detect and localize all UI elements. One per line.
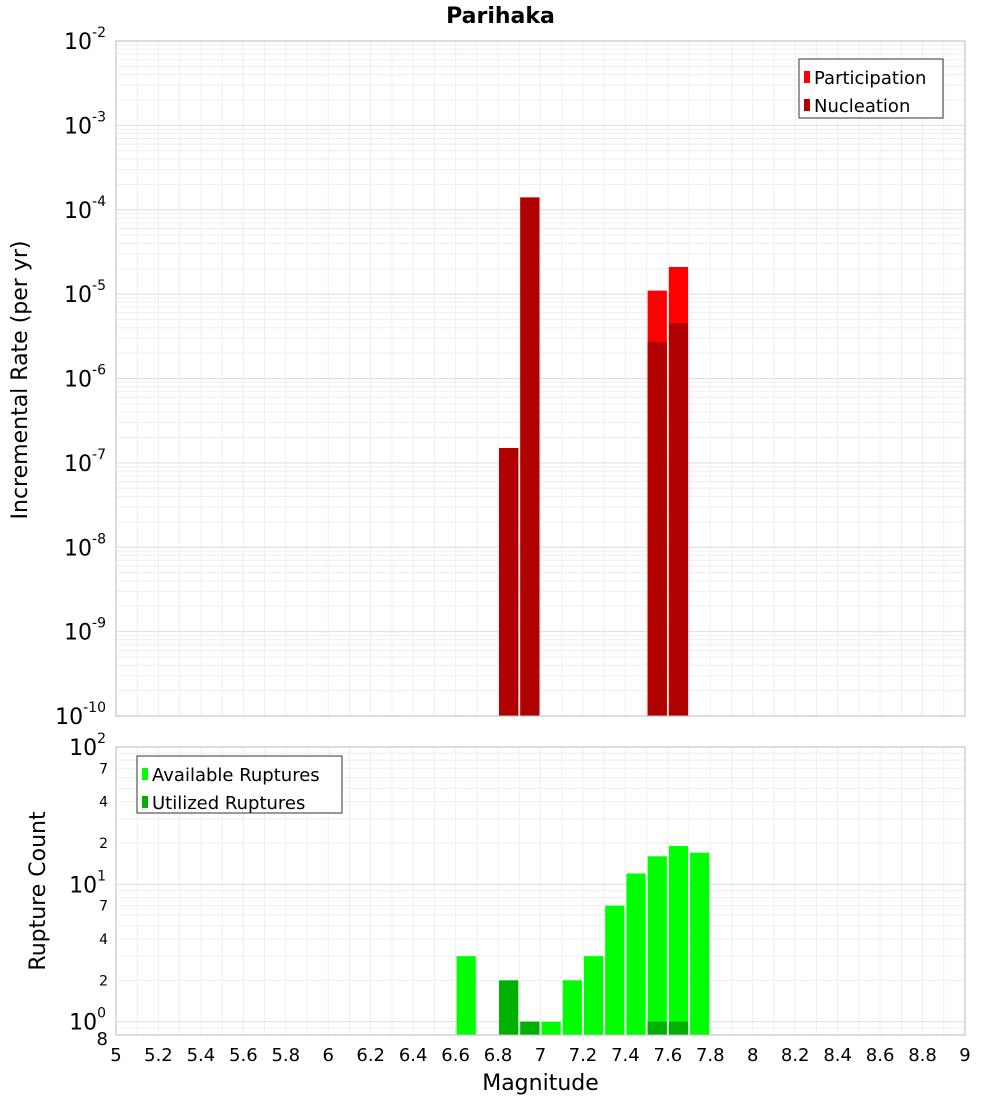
top-y-tick-label: 10-7 [64, 447, 106, 477]
bottom-bar [605, 905, 625, 1035]
top-y-tick-label: 10-9 [64, 616, 106, 646]
top-y-tick-label: 10-8 [64, 531, 106, 561]
bottom-legend-label: Available Ruptures [152, 765, 320, 786]
bottom-bar [456, 956, 476, 1035]
bottom-bar [626, 873, 646, 1035]
bottom-bar [647, 1021, 667, 1035]
x-axis-label: Magnitude [482, 1071, 599, 1096]
chart-title: Parihaka [446, 4, 555, 29]
bottom-bar [668, 846, 689, 1035]
x-tick-label: 6.2 [356, 1045, 385, 1066]
bottom-bar [541, 1021, 561, 1035]
top-y-axis-label: Incremental Rate (per yr) [8, 241, 33, 520]
top-y-tick-label: 10-3 [64, 109, 106, 139]
top-bar [668, 323, 689, 716]
bottom-y-tick-label: 100 [69, 1006, 106, 1036]
top-gridlines [115, 41, 966, 717]
x-tick-label: 9 [959, 1045, 970, 1066]
x-tick-label: 5 [110, 1045, 121, 1066]
top-legend-label: Participation [814, 68, 926, 89]
top-y-tick-label: 10-5 [64, 278, 106, 308]
bottom-bar [647, 856, 667, 1035]
bottom-bar [583, 956, 604, 1035]
top-series-nucleation [499, 197, 689, 717]
bottom-y-min-label: 8 [97, 1029, 108, 1050]
top-bar [647, 342, 667, 716]
x-tick-labels: 5 5.2 5.4 5.6 5.8 6 6.2 6.4 6.6 6.8 7 7.2 7.4 7.6 7.8 8… [110, 1045, 970, 1066]
top-legend: Participation Nucleation [798, 58, 944, 119]
x-tick-label: 8.2 [781, 1045, 810, 1066]
x-tick-label: 7.4 [611, 1045, 640, 1066]
x-tick-label: 7.6 [654, 1045, 683, 1066]
x-tick-label: 5.6 [229, 1045, 258, 1066]
x-tick-label: 8.4 [823, 1045, 852, 1066]
bottom-y-minor-tick-label: 7 [99, 899, 108, 915]
bottom-legend-swatch [142, 796, 148, 808]
bottom-bar [668, 1021, 689, 1035]
x-tick-label: 8.8 [908, 1045, 937, 1066]
top-legend-swatch [804, 99, 810, 111]
bottom-series-available-ruptures [456, 846, 710, 1035]
x-tick-label: 6.8 [484, 1045, 513, 1066]
x-tick-label: 7 [535, 1045, 546, 1066]
bottom-y-tick-label: 102 [69, 731, 106, 761]
x-tick-label: 7.8 [696, 1045, 725, 1066]
top-legend-box [798, 58, 944, 119]
x-tick-label: 6 [323, 1045, 334, 1066]
bottom-series-utilized-ruptures [499, 980, 689, 1035]
top-y-tick-label: 10-4 [64, 194, 106, 224]
bottom-plot-frame [115, 746, 966, 1036]
x-tick-label: 5.4 [187, 1045, 216, 1066]
top-legend-label: Nucleation [814, 96, 910, 117]
bottom-y-tick-labels: 7 4 2 7 4 2 [99, 761, 108, 989]
bottom-legend-swatch [142, 768, 148, 780]
top-y-tick-label: 10-6 [64, 363, 106, 393]
x-tick-label: 8 [747, 1045, 758, 1066]
bottom-y-minor-tick-label: 7 [99, 761, 108, 777]
x-tick-label: 6.4 [399, 1045, 428, 1066]
x-tick-label: 5.8 [271, 1045, 300, 1066]
bottom-y-minor-tick-label: 4 [99, 932, 108, 948]
top-bar [499, 448, 519, 716]
bottom-y-minor-tick-label: 2 [99, 836, 108, 852]
bottom-bar [499, 980, 519, 1035]
bottom-legend-box [136, 755, 343, 814]
bottom-legend: Available Ruptures Utilized Ruptures [136, 755, 343, 814]
bottom-y-tick-label: 101 [69, 868, 106, 898]
bottom-y-axis-label: Rupture Count [26, 811, 51, 971]
x-tick-label: 5.2 [144, 1045, 173, 1066]
x-tick-label: 8.6 [866, 1045, 895, 1066]
top-bar [520, 197, 540, 717]
x-tick-label: 7.2 [569, 1045, 598, 1066]
bottom-gridlines [115, 747, 966, 1036]
x-tick-label: 6.6 [441, 1045, 470, 1066]
top-legend-swatch [804, 71, 810, 83]
top-y-tick-label: 10-2 [64, 25, 106, 55]
bottom-y-minor-tick-label: 2 [99, 973, 108, 989]
top-y-tick-label: 10-10 [55, 700, 106, 730]
bottom-bar [520, 1021, 540, 1035]
top-plot-frame [115, 40, 966, 717]
bottom-bar [690, 852, 710, 1035]
bottom-legend-label: Utilized Ruptures [152, 793, 305, 814]
bottom-bar [562, 980, 582, 1035]
bottom-y-minor-tick-label: 4 [99, 795, 108, 811]
